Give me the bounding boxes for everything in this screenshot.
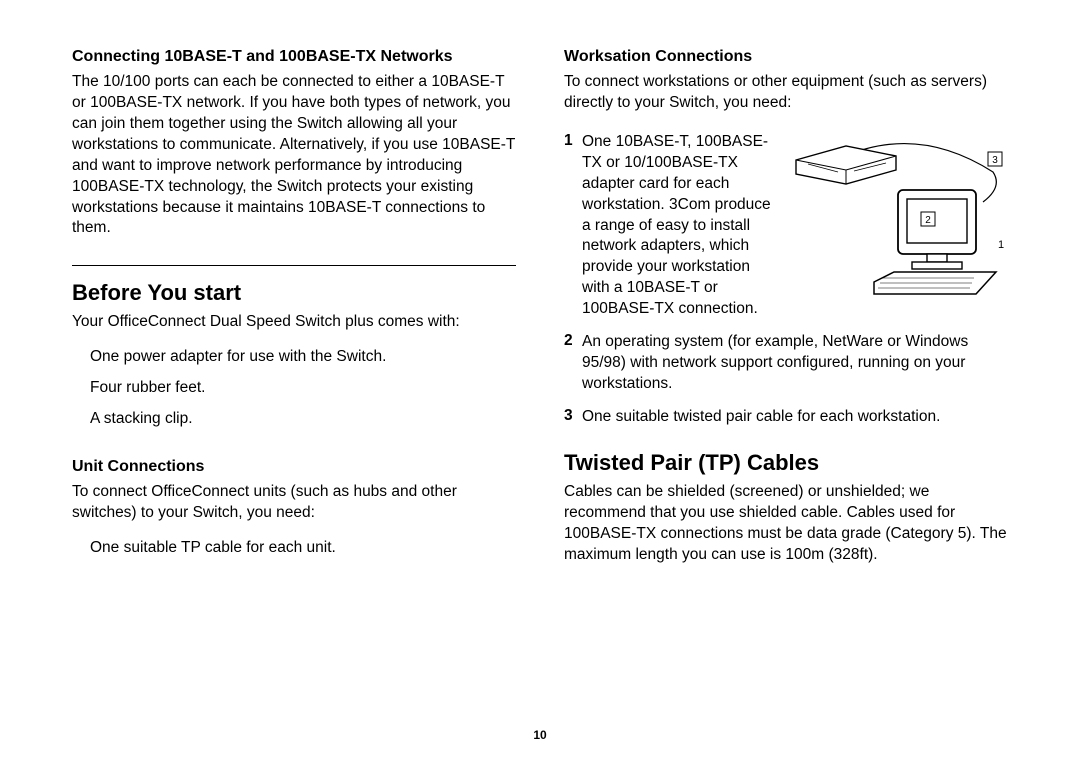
paragraph-unit-connections: To connect OfficeConnect units (such as … (72, 482, 516, 524)
item-number: 3 (564, 407, 582, 428)
numbered-item-2: 2 An operating system (for example, NetW… (564, 332, 1008, 395)
section-divider (72, 265, 516, 266)
list-item: One power adapter for use with the Switc… (90, 347, 516, 368)
paragraph-comes-with: Your OfficeConnect Dual Speed Switch plu… (72, 312, 516, 333)
left-column: Connecting 10BASE-T and 100BASE-TX Netwo… (72, 48, 516, 570)
list-item: One suitable TP cable for each unit. (90, 538, 516, 559)
item-text: 3 2 1 One 10BASE-T, 100BASE-TX or 10/100… (582, 132, 1008, 320)
heading-before-you-start: Before You start (72, 280, 516, 306)
numbered-item-1: 1 (564, 132, 1008, 320)
illustration-label-2: 2 (925, 215, 931, 226)
subheading-unit-connections: Unit Connections (72, 458, 516, 476)
illustration-label-1: 1 (998, 239, 1004, 251)
included-items-list: One power adapter for use with the Switc… (72, 347, 516, 430)
paragraph-connecting-networks: The 10/100 ports can each be connected t… (72, 72, 516, 239)
paragraph-workstation-connections: To connect workstations or other equipme… (564, 72, 1008, 114)
page-number: 10 (0, 728, 1080, 742)
subheading-connecting-networks: Connecting 10BASE-T and 100BASE-TX Netwo… (72, 48, 516, 66)
illustration-label-3: 3 (992, 155, 998, 166)
list-item: A stacking clip. (90, 409, 516, 430)
right-column: Worksation Connections To connect workst… (564, 48, 1008, 570)
item-number: 1 (564, 132, 582, 320)
workstation-illustration: 3 2 1 (788, 132, 1008, 302)
item-1-text: One 10BASE-T, 100BASE-TX or 10/100BASE-T… (582, 133, 771, 317)
item-number: 2 (564, 332, 582, 395)
numbered-item-3: 3 One suitable twisted pair cable for ea… (564, 407, 1008, 428)
unit-connections-list: One suitable TP cable for each unit. (72, 538, 516, 559)
item-text: An operating system (for example, NetWar… (582, 332, 1008, 395)
paragraph-twisted-pair-cables: Cables can be shielded (screened) or uns… (564, 482, 1008, 566)
two-column-layout: Connecting 10BASE-T and 100BASE-TX Netwo… (72, 48, 1008, 570)
list-item: Four rubber feet. (90, 378, 516, 399)
heading-twisted-pair-cables: Twisted Pair (TP) Cables (564, 450, 1008, 476)
subheading-workstation-connections: Worksation Connections (564, 48, 1008, 66)
item-text: One suitable twisted pair cable for each… (582, 407, 1008, 428)
